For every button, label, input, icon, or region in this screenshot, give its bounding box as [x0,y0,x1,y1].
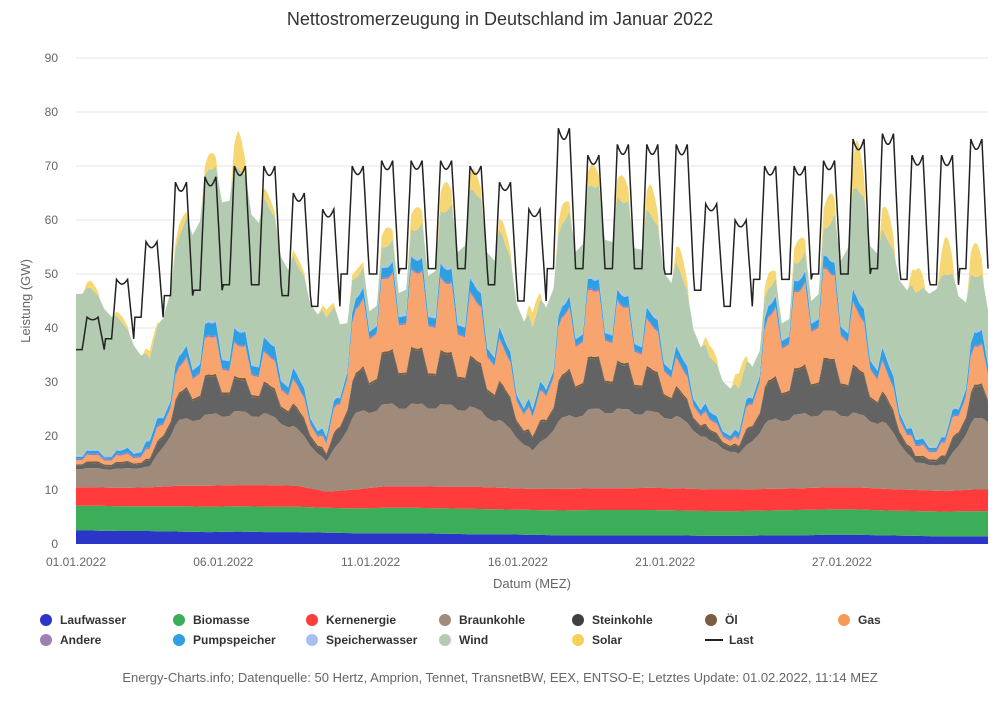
legend-item[interactable]: Wind [439,632,572,647]
legend-label: Biomasse [193,612,250,627]
area-laufwasser [76,530,988,544]
legend-item[interactable]: Kernenergie [306,612,439,627]
legend-item[interactable]: Braunkohle [439,612,572,627]
load-layer [76,127,989,351]
legend-symbol [40,633,52,646]
legend-symbol [572,633,584,646]
legend-symbol [838,613,850,626]
legend-item[interactable]: Biomasse [173,612,306,627]
area-layer [76,131,988,544]
legend-symbol [306,613,318,626]
legend-symbol [173,613,185,626]
legend-label: Last [729,632,754,647]
area-biomasse [76,505,988,537]
legend-symbol [439,633,451,646]
legend: Laufwasser Biomasse Kernenergie Braunkohle S… [40,612,970,647]
legend-item[interactable]: Speicherwasser [306,632,439,647]
area-gas [76,268,988,465]
legend-label: Steinkohle [592,612,653,627]
x-tick-label: 16.01.2022 [488,555,548,569]
y-tick-label: 60 [45,213,59,227]
x-tick-label: 06.01.2022 [193,555,253,569]
legend-item[interactable]: Gas [838,612,971,627]
area-steinkohle [76,348,988,470]
legend-symbol [173,633,185,646]
tick-layer: 0 10 20 30 40 50 60 70 80 90 01.01.2022 06.01.2022 1… [45,51,873,569]
legend-symbol [572,613,584,626]
y-tick-label: 30 [45,375,59,389]
y-tick-label: 40 [45,321,59,335]
legend-label: Laufwasser [60,612,127,627]
area-kernenergie [76,485,988,512]
legend-item[interactable]: Last [705,632,838,647]
y-tick-label: 10 [45,483,59,497]
x-tick-label: 21.01.2022 [635,555,695,569]
area-braunkohle [76,403,988,492]
legend-item[interactable]: Laufwasser [40,612,173,627]
chart-svg: Nettostromerzeugung in Deutschland im Ja… [18,9,989,591]
x-tick-label: 27.01.2022 [812,555,872,569]
legend-label: Pumpspeicher [193,632,276,647]
y-tick-label: 0 [51,537,58,551]
y-tick-label: 20 [45,429,59,443]
credits: Energy-Charts.info; Datenquelle: 50 Hert… [122,670,878,685]
legend-item[interactable]: Öl [705,612,838,627]
legend-symbol [705,613,717,626]
legend-label: Speicherwasser [326,632,418,647]
chart-title: Nettostromerzeugung in Deutschland im Ja… [287,9,713,29]
legend-label: Solar [592,632,623,647]
x-tick-label: 11.01.2022 [341,555,400,569]
legend-label: Kernenergie [326,612,397,627]
area-wind [76,165,988,457]
legend-item[interactable]: Pumpspeicher [173,632,306,647]
y-axis-title: Leistung (GW) [18,259,33,343]
legend-label: Gas [858,612,881,627]
x-axis-title: Datum (MEZ) [493,576,571,591]
x-tick-label: 01.01.2022 [46,555,106,569]
legend-label: Andere [60,632,102,647]
y-tick-label: 70 [45,159,59,173]
y-tick-label: 90 [45,51,59,65]
legend-symbol [705,638,723,641]
legend-item[interactable]: Steinkohle [572,612,705,627]
y-tick-label: 50 [45,267,59,281]
legend-item[interactable]: Andere [40,632,173,647]
legend-symbol [40,613,52,626]
legend-symbol [306,633,318,646]
legend-symbol [439,613,451,626]
load-line [76,127,989,351]
legend-label: Wind [459,632,489,647]
legend-label: Öl [725,612,738,627]
legend-item[interactable]: Solar [572,632,705,647]
y-tick-label: 80 [45,105,59,119]
legend-label: Braunkohle [459,612,526,627]
